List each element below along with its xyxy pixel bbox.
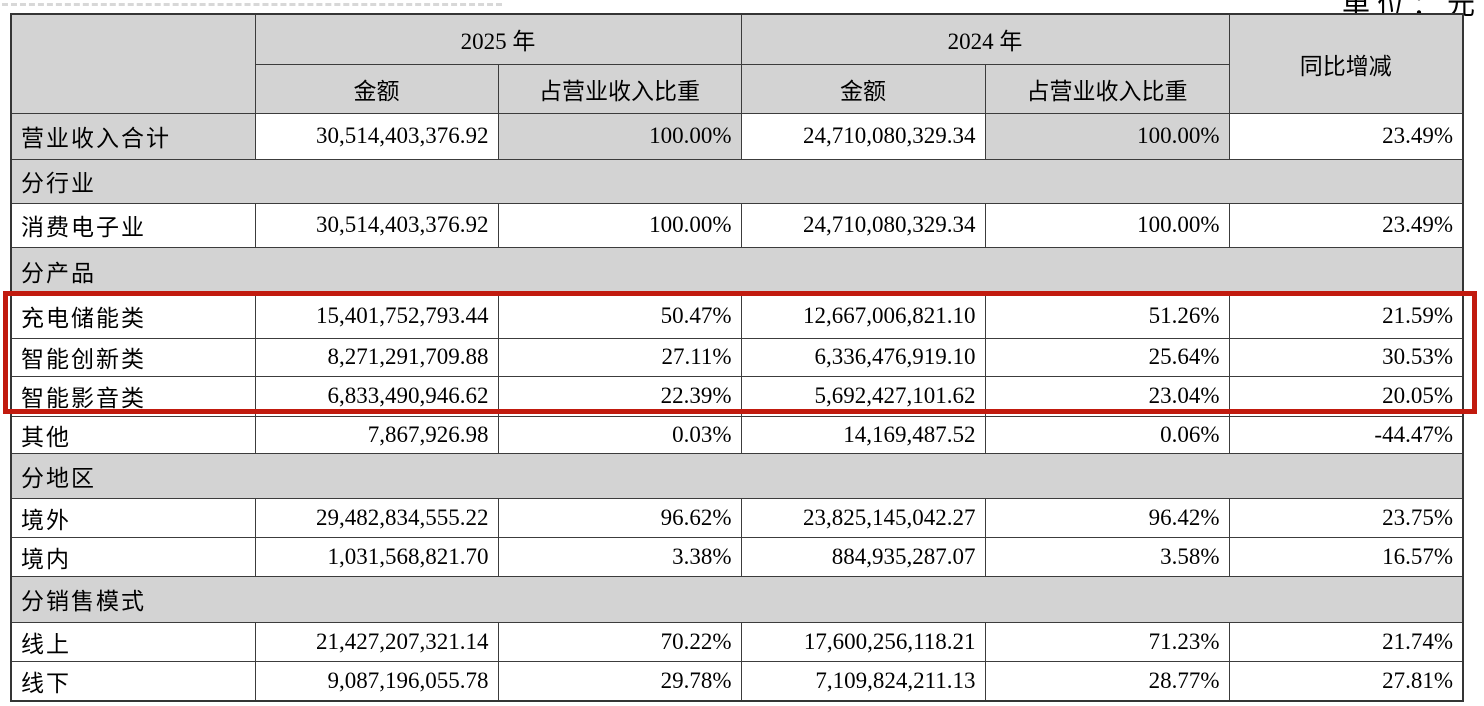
row-label: 境内 [10,536,256,577]
yoy-cell: 21.74% [1228,621,1464,662]
row-label: 智能影音类 [10,375,256,417]
amount-2024-cell: 14,169,487.52 [740,415,986,454]
amount-2024-cell: 17,600,256,118.21 [740,621,986,662]
proportion-2025-cell: 100.00% [497,112,742,160]
table-row: 线下 9,087,196,055.78 29.78% 7,109,824,211.13… [10,660,1464,702]
yoy-cell: -44.47% [1228,415,1464,454]
row-label: 营业收入合计 [10,112,256,160]
proportion-2025-cell: 27.11% [497,337,742,377]
row-label: 消费电子业 [10,202,256,248]
year-2024-header: 2024 年 [740,13,1230,65]
proportion-2025-cell: 96.62% [497,497,742,538]
amount-2025-cell: 15,401,752,793.44 [254,293,499,339]
corner-header-cell [10,13,256,114]
table-row: 智能创新类 8,271,291,709.88 27.11% 6,336,476,919… [10,337,1464,377]
proportion-2024-cell: 71.23% [984,621,1230,662]
amount-2024-cell: 5,692,427,101.62 [740,375,986,417]
yoy-cell: 23.75% [1228,497,1464,538]
yoy-cell: 27.81% [1228,660,1464,702]
section-row: 分行业 [10,158,1464,204]
amount-2025-cell: 30,514,403,376.92 [254,202,499,248]
row-label: 其他 [10,415,256,454]
amount-2025-cell: 7,867,926.98 [254,415,499,454]
row-label: 充电储能类 [10,293,256,339]
yoy-cell: 21.59% [1228,293,1464,339]
proportion-2024-header: 占营业收入比重 [984,63,1230,114]
section-row: 分销售模式 [10,575,1464,623]
proportion-2025-cell: 0.03% [497,415,742,454]
year-2025-header: 2025 年 [254,13,742,65]
amount-2025-cell: 8,271,291,709.88 [254,337,499,377]
proportion-2024-cell: 25.64% [984,337,1230,377]
yoy-cell: 23.49% [1228,112,1464,160]
table-header: 2025 年 2024 年 同比增减 金额 占营业收入比重 金额 占营业收入比重 [10,13,1464,114]
amount-2025-cell: 9,087,196,055.78 [254,660,499,702]
row-label: 境外 [10,497,256,538]
amount-2024-cell: 6,336,476,919.10 [740,337,986,377]
proportion-2024-cell: 23.04% [984,375,1230,417]
row-label: 线上 [10,621,256,662]
yoy-header: 同比增减 [1228,13,1464,114]
proportion-2025-header: 占营业收入比重 [497,63,742,114]
amount-2024-cell: 884,935,287.07 [740,536,986,577]
table-row: 线上 21,427,207,321.14 70.22% 17,600,256,118.… [10,621,1464,662]
proportion-2024-cell: 51.26% [984,293,1230,339]
proportion-2024-cell: 96.42% [984,497,1230,538]
proportion-2025-cell: 100.00% [497,202,742,248]
yoy-cell: 23.49% [1228,202,1464,248]
table-row: 消费电子业 30,514,403,376.92 100.00% 24,710,080,… [10,202,1464,248]
table-row: 其他 7,867,926.98 0.03% 14,169,487.52 0.06% -44… [10,415,1464,454]
table-row: 境内 1,031,568,821.70 3.38% 884,935,287.07 3.5… [10,536,1464,577]
amount-2025-header: 金额 [254,63,499,114]
yoy-cell: 30.53% [1228,337,1464,377]
proportion-2025-cell: 50.47% [497,293,742,339]
section-row: 分地区 [10,452,1464,499]
table-body: 营业收入合计 30,514,403,376.92 100.00% 24,710,080… [10,112,1464,702]
section-label: 分产品 [10,246,1464,295]
yoy-cell: 16.57% [1228,536,1464,577]
section-label: 分销售模式 [10,575,1464,623]
yoy-cell: 20.05% [1228,375,1464,417]
proportion-2025-cell: 3.38% [497,536,742,577]
amount-2025-cell: 21,427,207,321.14 [254,621,499,662]
proportion-2025-cell: 70.22% [497,621,742,662]
amount-2025-cell: 30,514,403,376.92 [254,112,499,160]
table-row: 智能影音类 6,833,490,946.62 22.39% 5,692,427,101… [10,375,1464,417]
table-row: 营业收入合计 30,514,403,376.92 100.00% 24,710,080… [10,112,1464,160]
amount-2024-cell: 24,710,080,329.34 [740,112,986,160]
proportion-2024-cell: 28.77% [984,660,1230,702]
amount-2024-cell: 23,825,145,042.27 [740,497,986,538]
proportion-2024-cell: 0.06% [984,415,1230,454]
proportion-2024-cell: 100.00% [984,202,1230,248]
amount-2024-cell: 24,710,080,329.34 [740,202,986,248]
proportion-2024-cell: 3.58% [984,536,1230,577]
section-row: 分产品 [10,246,1464,295]
amount-2025-cell: 29,482,834,555.22 [254,497,499,538]
amount-2024-cell: 7,109,824,211.13 [740,660,986,702]
cropped-previous-line-artifact [2,3,502,6]
amount-2025-cell: 6,833,490,946.62 [254,375,499,417]
proportion-2025-cell: 22.39% [497,375,742,417]
revenue-breakdown-table: 2025 年 2024 年 同比增减 金额 占营业收入比重 金额 占营业收入比重… [10,13,1464,702]
section-label: 分地区 [10,452,1464,499]
table-row: 境外 29,482,834,555.22 96.62% 23,825,145,042.… [10,497,1464,538]
amount-2024-cell: 12,667,006,821.10 [740,293,986,339]
amount-2024-header: 金额 [740,63,986,114]
table-row: 充电储能类 15,401,752,793.44 50.47% 12,667,006,8… [10,293,1464,339]
section-label: 分行业 [10,158,1464,204]
row-label: 智能创新类 [10,337,256,377]
proportion-2024-cell: 100.00% [984,112,1230,160]
row-label: 线下 [10,660,256,702]
proportion-2025-cell: 29.78% [497,660,742,702]
amount-2025-cell: 1,031,568,821.70 [254,536,499,577]
